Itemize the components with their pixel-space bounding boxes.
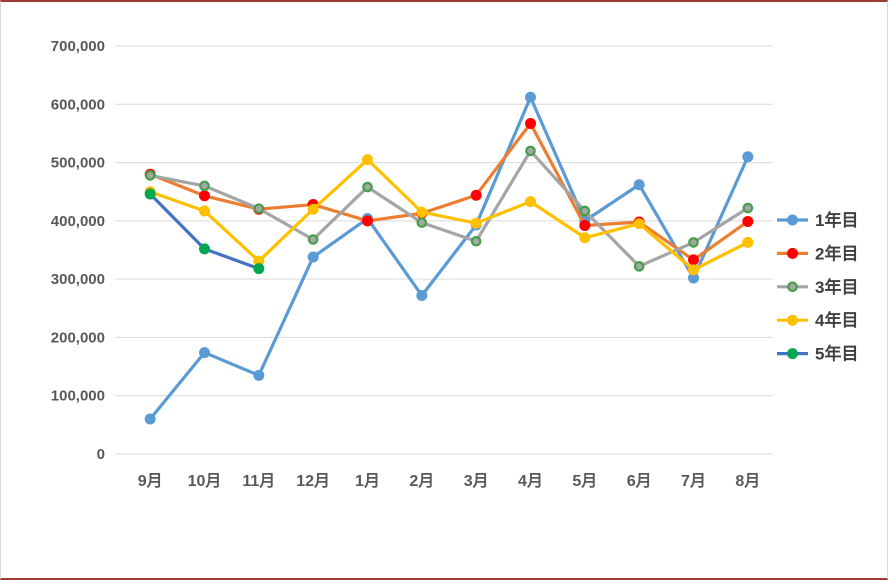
series-marker-1 xyxy=(199,347,210,359)
series-marker-3 xyxy=(307,234,319,245)
x-axis-tick-label: 4月 xyxy=(518,472,543,490)
series-marker-3 xyxy=(253,203,265,214)
x-axis-tick-label: 12月 xyxy=(296,472,330,490)
series-marker-1 xyxy=(307,251,319,263)
legend-label: 3年目 xyxy=(815,277,858,297)
series-marker-1 xyxy=(144,413,156,425)
y-axis-tick-label: 700,000 xyxy=(51,38,105,55)
series-marker-1 xyxy=(633,179,645,191)
x-axis-tick-label: 11月 xyxy=(242,472,275,490)
series-line-2 xyxy=(148,121,750,262)
series-line-1 xyxy=(148,95,750,421)
x-axis-tick-label: 5月 xyxy=(572,472,597,490)
y-axis-tick-label: 400,000 xyxy=(51,213,105,230)
series-marker-2 xyxy=(525,118,536,130)
series-marker-2 xyxy=(362,215,373,227)
x-axis-tick-label: 3月 xyxy=(464,472,489,490)
series-marker-1 xyxy=(525,91,536,103)
x-axis-tick-label: 7月 xyxy=(681,472,706,490)
legend-label: 4年目 xyxy=(815,310,858,330)
series-marker-5 xyxy=(199,243,210,255)
legend-item-5[interactable]: 5年目 xyxy=(777,344,858,364)
y-axis-tick-label: 300,000 xyxy=(51,271,105,288)
series-line-4 xyxy=(148,158,750,272)
series-marker-4 xyxy=(307,203,319,215)
legend-label: 2年目 xyxy=(815,243,858,263)
series-marker-2 xyxy=(579,220,591,232)
y-axis-tick-label: 200,000 xyxy=(51,329,105,346)
series-marker-1 xyxy=(253,369,265,381)
series-marker-4 xyxy=(199,205,210,217)
legend-label: 1年目 xyxy=(815,210,858,230)
x-axis-tick-label: 8月 xyxy=(735,472,760,490)
series-marker-3 xyxy=(742,202,754,214)
series-marker-4 xyxy=(688,264,699,276)
series-marker-3 xyxy=(199,180,210,192)
series-marker-5 xyxy=(253,263,265,275)
series-marker-3 xyxy=(470,235,482,247)
x-axis-tick-label: 9月 xyxy=(138,472,163,490)
series-marker-2 xyxy=(470,189,482,201)
legend-marker xyxy=(787,348,798,360)
series-marker-1 xyxy=(742,151,754,163)
y-axis-tick-label: 0 xyxy=(97,446,105,463)
series-marker-4 xyxy=(742,236,754,248)
series-marker-4 xyxy=(633,218,645,230)
series-marker-4 xyxy=(362,154,373,166)
series-marker-3 xyxy=(144,170,156,181)
series-marker-2 xyxy=(688,254,699,266)
x-axis-tick-label: 6月 xyxy=(627,472,652,490)
series-marker-3 xyxy=(416,217,428,228)
series-marker-3 xyxy=(579,205,591,217)
legend-item-2[interactable]: 2年目 xyxy=(777,243,858,263)
x-axis-tick-label: 1月 xyxy=(355,472,380,490)
series-marker-3 xyxy=(525,145,536,157)
legend-marker xyxy=(787,247,798,259)
y-axis-tick-label: 100,000 xyxy=(51,388,105,405)
x-axis-tick-label: 2月 xyxy=(409,472,434,490)
legend-item-1[interactable]: 1年目 xyxy=(777,210,858,230)
legend-marker xyxy=(787,314,798,326)
y-axis-tick-label: 600,000 xyxy=(51,96,105,113)
series-marker-1 xyxy=(416,289,428,301)
series-marker-4 xyxy=(416,206,428,218)
legend-marker xyxy=(787,214,798,226)
series-marker-3 xyxy=(688,237,699,248)
y-axis-tick-label: 500,000 xyxy=(51,155,105,172)
series-marker-2 xyxy=(199,190,210,202)
legend-marker xyxy=(787,281,798,293)
series-marker-2 xyxy=(742,215,754,227)
x-axis-tick-label: 10月 xyxy=(188,472,222,490)
series-marker-4 xyxy=(525,196,536,208)
legend-item-3[interactable]: 3年目 xyxy=(777,277,858,297)
series-marker-5 xyxy=(144,188,156,200)
legend-item-4[interactable]: 4年目 xyxy=(777,310,858,330)
series-marker-4 xyxy=(579,232,591,244)
legend-label: 5年目 xyxy=(815,344,858,364)
series-marker-3 xyxy=(362,181,373,193)
series-line-3 xyxy=(148,149,750,268)
series-marker-4 xyxy=(470,217,482,229)
series-marker-3 xyxy=(633,261,645,272)
